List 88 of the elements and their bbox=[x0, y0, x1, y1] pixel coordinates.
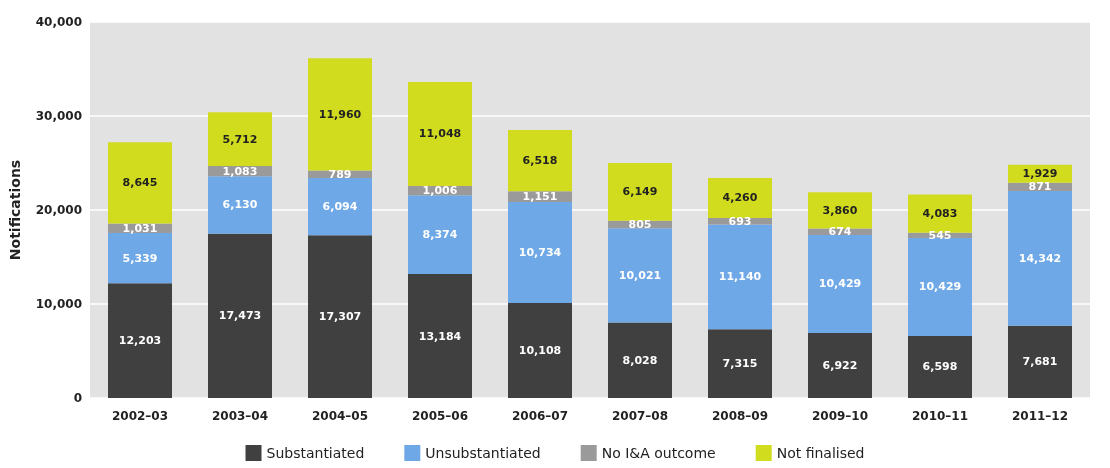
bar bbox=[208, 233, 272, 398]
data-label: 4,083 bbox=[922, 207, 958, 221]
bar bbox=[408, 195, 472, 275]
data-label: 3,860 bbox=[822, 203, 858, 217]
bar bbox=[908, 335, 972, 398]
data-label: 6,518 bbox=[522, 154, 558, 168]
legend-label: Not finalised bbox=[776, 445, 865, 461]
data-label: 12,203 bbox=[118, 334, 162, 348]
legend-label: Substantiated bbox=[266, 445, 365, 461]
x-tick-label: 2003–04 bbox=[211, 409, 269, 423]
bar bbox=[508, 202, 572, 303]
x-tick-label: 2011–12 bbox=[1011, 409, 1069, 423]
x-tick-label: 2010–11 bbox=[911, 409, 969, 423]
x-tick-label: 2004–05 bbox=[311, 409, 369, 423]
data-label: 805 bbox=[628, 218, 652, 232]
x-tick-label: 2006–07 bbox=[511, 409, 569, 423]
data-label: 11,048 bbox=[418, 127, 462, 141]
x-tick-label: 2009–10 bbox=[811, 409, 869, 423]
bar bbox=[508, 130, 572, 192]
y-tick-label: 10,000 bbox=[35, 297, 82, 311]
bar bbox=[208, 176, 272, 234]
data-label: 10,734 bbox=[518, 246, 562, 260]
data-label: 6,130 bbox=[222, 198, 258, 212]
data-label: 11,960 bbox=[318, 107, 362, 121]
bar bbox=[408, 82, 472, 186]
data-label: 871 bbox=[1028, 180, 1052, 194]
y-tick-label: 20,000 bbox=[35, 203, 82, 217]
bar bbox=[108, 142, 172, 224]
data-label: 1,006 bbox=[422, 184, 458, 198]
bar bbox=[108, 233, 172, 284]
bar bbox=[208, 112, 272, 166]
data-label: 1,151 bbox=[522, 190, 558, 204]
bar bbox=[308, 235, 372, 398]
data-label: 1,929 bbox=[1022, 167, 1058, 181]
bar bbox=[808, 192, 872, 229]
legend-label: No I&A outcome bbox=[601, 445, 716, 461]
data-label: 8,028 bbox=[622, 353, 658, 367]
bar bbox=[908, 237, 972, 336]
data-label: 10,021 bbox=[618, 268, 662, 282]
data-label: 6,094 bbox=[322, 200, 358, 214]
data-label: 7,315 bbox=[722, 357, 758, 371]
bar bbox=[908, 194, 972, 233]
bar bbox=[708, 224, 772, 330]
data-label: 6,598 bbox=[922, 360, 958, 374]
bar bbox=[808, 234, 872, 333]
bar bbox=[708, 329, 772, 398]
data-label: 11,140 bbox=[718, 270, 762, 284]
y-tick-label: 40,000 bbox=[35, 15, 82, 29]
bar bbox=[308, 58, 372, 171]
bar bbox=[308, 178, 372, 236]
data-label: 6,922 bbox=[822, 358, 858, 372]
bar bbox=[708, 177, 772, 219]
data-label: 17,473 bbox=[218, 309, 262, 323]
bar bbox=[808, 332, 872, 398]
bar bbox=[508, 302, 572, 398]
bar bbox=[108, 283, 172, 398]
bar bbox=[608, 162, 672, 221]
data-label: 14,342 bbox=[1018, 251, 1062, 265]
x-tick-label: 2002–03 bbox=[111, 409, 169, 423]
x-tick-label: 2008–09 bbox=[711, 409, 769, 423]
data-label: 7,681 bbox=[1022, 355, 1058, 369]
bar bbox=[608, 322, 672, 398]
data-label: 8,374 bbox=[422, 228, 458, 242]
data-label: 1,031 bbox=[122, 221, 158, 235]
y-axis-title: Notifications bbox=[7, 159, 23, 261]
data-label: 6,149 bbox=[622, 185, 658, 199]
bar bbox=[1008, 190, 1072, 326]
x-tick-label: 2005–06 bbox=[411, 409, 469, 423]
bar bbox=[408, 274, 472, 398]
y-tick-label: 0 bbox=[73, 391, 82, 405]
data-label: 10,429 bbox=[918, 280, 962, 294]
y-tick-label: 30,000 bbox=[35, 109, 82, 123]
data-label: 8,645 bbox=[122, 176, 158, 190]
data-label: 4,260 bbox=[722, 191, 758, 205]
data-label: 5,339 bbox=[122, 251, 158, 265]
data-label: 789 bbox=[328, 167, 352, 181]
data-label: 5,712 bbox=[222, 132, 258, 146]
data-label: 13,184 bbox=[418, 329, 462, 343]
data-label: 693 bbox=[728, 214, 752, 228]
data-label: 10,108 bbox=[518, 343, 562, 357]
data-label: 674 bbox=[828, 225, 852, 239]
data-label: 17,307 bbox=[318, 310, 362, 324]
legend-label: Unsubstantiated bbox=[425, 445, 541, 461]
bar bbox=[1008, 325, 1072, 398]
x-tick-label: 2007–08 bbox=[611, 409, 669, 423]
bar bbox=[608, 228, 672, 323]
data-label: 10,429 bbox=[818, 277, 862, 291]
data-label: 1,083 bbox=[222, 164, 258, 178]
